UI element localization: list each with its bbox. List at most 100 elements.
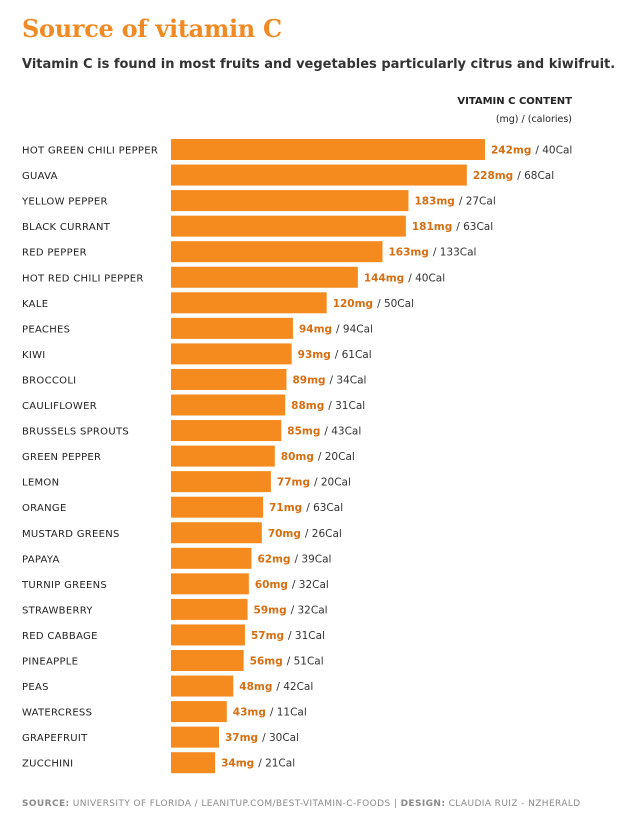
- bar: [171, 701, 227, 723]
- mg-value: 183mg: [414, 196, 454, 208]
- value-label: 59mg / 32Cal: [254, 604, 328, 616]
- design-credit: CLAUDIA RUIZ - NZHERALD: [448, 799, 581, 809]
- bar: [171, 726, 220, 748]
- category-label: RED PEPPER: [22, 248, 87, 259]
- calorie-value: / 51Cal: [287, 656, 324, 668]
- bar: [171, 394, 286, 416]
- mg-value: 57mg: [251, 630, 284, 642]
- mg-value: 37mg: [225, 732, 258, 744]
- value-label: 60mg / 32Cal: [255, 579, 329, 591]
- mg-value: 43mg: [233, 707, 266, 719]
- mg-value: 228mg: [473, 170, 513, 182]
- category-label: BROCCOLI: [22, 375, 76, 386]
- bar: [171, 317, 293, 339]
- bar: [171, 343, 292, 365]
- vitamin-c-bar-chart: HOT GREEN CHILI PEPPER 242mg / 40Cal GUAVA 2…: [21, 139, 572, 774]
- category-label: TURNIP GREENS: [21, 580, 107, 591]
- calorie-value: / 21Cal: [258, 758, 295, 770]
- calorie-value: / 20Cal: [314, 477, 351, 489]
- footer-separator: |: [393, 799, 398, 809]
- mg-value: 181mg: [412, 221, 452, 233]
- value-label: 89mg / 34Cal: [292, 374, 366, 386]
- bar: [171, 650, 244, 671]
- category-label: ZUCCHINI: [22, 759, 73, 770]
- chart-title: Source of vitamin C: [22, 14, 282, 43]
- value-label: 183mg / 27Cal: [414, 196, 495, 208]
- calorie-value: / 26Cal: [305, 528, 342, 540]
- value-label: 37mg / 30Cal: [225, 732, 299, 744]
- bar: [171, 675, 234, 697]
- bar: [171, 241, 383, 263]
- calorie-value: / 31Cal: [328, 400, 365, 412]
- value-label: 48mg / 42Cal: [239, 681, 313, 693]
- mg-value: 120mg: [333, 298, 373, 310]
- value-label: 34mg / 21Cal: [221, 758, 295, 770]
- calorie-value: / 39Cal: [295, 553, 332, 565]
- value-label: 80mg / 20Cal: [281, 451, 355, 463]
- bar: [171, 496, 264, 518]
- calorie-value: / 50Cal: [377, 298, 414, 310]
- bar: [171, 215, 406, 237]
- value-label: 94mg / 94Cal: [299, 323, 373, 335]
- bar: [171, 292, 327, 314]
- category-label: PEAS: [22, 682, 49, 693]
- chart-footer: SOURCE: UNIVERSITY OF FLORIDA / LEANITUP…: [22, 799, 581, 809]
- source-label: SOURCE:: [22, 799, 70, 809]
- value-label: 56mg / 51Cal: [250, 656, 324, 668]
- category-label: ORANGE: [22, 503, 67, 514]
- value-label: 85mg / 43Cal: [287, 426, 361, 438]
- mg-value: 60mg: [255, 579, 288, 591]
- bar: [171, 471, 271, 493]
- calorie-value: / 40Cal: [535, 145, 572, 157]
- mg-value: 88mg: [291, 400, 324, 412]
- mg-value: 242mg: [491, 145, 531, 157]
- chart-subtitle: Vitamin C is found in most fruits and ve…: [22, 57, 616, 72]
- category-label: KIWI: [22, 350, 46, 361]
- column-header-title: VITAMIN C CONTENT: [457, 96, 572, 107]
- mg-value: 89mg: [292, 374, 325, 386]
- category-label: BLACK CURRANT: [22, 222, 111, 233]
- design-label: DESIGN:: [400, 799, 446, 809]
- mg-value: 71mg: [269, 502, 302, 514]
- mg-value: 59mg: [254, 604, 287, 616]
- bar: [171, 522, 262, 544]
- calorie-value: / 32Cal: [292, 579, 329, 591]
- category-label: STRAWBERRY: [22, 605, 93, 616]
- value-label: 57mg / 31Cal: [251, 630, 325, 642]
- calorie-value: / 20Cal: [318, 451, 355, 463]
- category-label: WATERCRESS: [22, 708, 92, 719]
- source-text: UNIVERSITY OF FLORIDA / LEANITUP.COM/BES…: [72, 799, 391, 809]
- bar: [171, 368, 287, 390]
- value-label: 88mg / 31Cal: [291, 400, 365, 412]
- category-label: HOT GREEN CHILI PEPPER: [22, 146, 158, 157]
- category-label: MUSTARD GREENS: [22, 529, 120, 540]
- value-label: 70mg / 26Cal: [268, 528, 342, 540]
- bar: [171, 266, 358, 288]
- category-label: KALE: [22, 299, 48, 310]
- bar: [171, 573, 249, 595]
- column-header-units: (mg) / (calories): [495, 114, 572, 125]
- bar: [171, 624, 245, 646]
- calorie-value: / 30Cal: [262, 732, 299, 744]
- mg-value: 70mg: [268, 528, 301, 540]
- mg-value: 144mg: [364, 272, 404, 284]
- mg-value: 93mg: [298, 349, 331, 361]
- value-label: 62mg / 39Cal: [257, 553, 331, 565]
- calorie-value: / 42Cal: [276, 681, 313, 693]
- mg-value: 34mg: [221, 758, 254, 770]
- calorie-value: / 68Cal: [517, 170, 554, 182]
- value-label: 242mg / 40Cal: [491, 145, 572, 157]
- mg-value: 85mg: [287, 426, 320, 438]
- calorie-value: / 133Cal: [433, 247, 477, 259]
- category-label: GUAVA: [22, 171, 58, 182]
- category-label: PAPAYA: [22, 554, 60, 565]
- category-label: CAULIFLOWER: [22, 401, 97, 412]
- calorie-value: / 11Cal: [270, 707, 307, 719]
- category-label: GREEN PEPPER: [22, 452, 101, 463]
- bar: [171, 190, 409, 212]
- value-label: 93mg / 61Cal: [298, 349, 372, 361]
- calorie-value: / 43Cal: [324, 426, 361, 438]
- bar: [171, 420, 282, 442]
- calorie-value: / 63Cal: [456, 221, 493, 233]
- value-label: 181mg / 63Cal: [412, 221, 493, 233]
